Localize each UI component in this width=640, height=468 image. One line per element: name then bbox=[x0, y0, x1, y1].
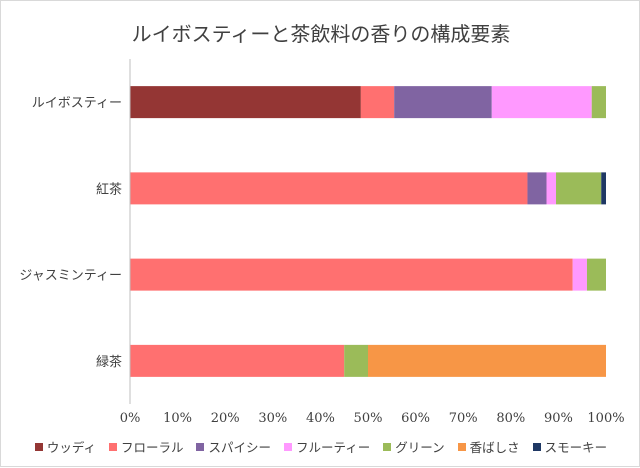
legend-item: 香ばしさ bbox=[457, 437, 520, 456]
legend-label: フルーティー bbox=[295, 440, 371, 455]
bar-segment bbox=[591, 86, 606, 119]
y-tick-label: ルイボスティー bbox=[32, 96, 122, 111]
bar-segment bbox=[586, 258, 606, 291]
legend-item: フローラル bbox=[108, 437, 184, 456]
y-tick-label: 紅茶 bbox=[96, 181, 122, 197]
bar-segment bbox=[601, 172, 606, 205]
x-axis-labels: 0% 10% 20% 30% 40% 50% 60% 70% 80% 90% 100% bbox=[120, 411, 625, 426]
legend-item: ウッディ bbox=[34, 437, 96, 456]
legend-label: ウッディ bbox=[46, 440, 96, 455]
y-tick-label: ジャスミンティー bbox=[19, 269, 122, 284]
legend-item: フルーティー bbox=[283, 437, 371, 456]
bar-segment bbox=[491, 86, 592, 119]
bar-segment bbox=[360, 86, 395, 119]
legend-label: グリーン bbox=[395, 440, 445, 455]
legend-label: スパイシー bbox=[208, 440, 271, 455]
bar-segment bbox=[130, 172, 528, 205]
chart-title: ルイボスティーと茶飲料の香りの構成要素 bbox=[132, 22, 511, 46]
bar-segment bbox=[344, 344, 368, 377]
legend-swatch bbox=[34, 442, 43, 451]
bar-segment bbox=[130, 344, 345, 377]
legend-item: スモーキー bbox=[532, 437, 608, 456]
x-tick-label: 20% bbox=[211, 411, 240, 426]
legend-label: 香ばしさ bbox=[469, 440, 520, 455]
legend-swatch bbox=[283, 442, 292, 451]
x-tick-label: 50% bbox=[354, 411, 383, 426]
legend-swatch bbox=[108, 442, 117, 451]
legend-swatch bbox=[532, 442, 541, 451]
bar-segment bbox=[556, 172, 602, 205]
bar-segment bbox=[572, 258, 587, 291]
legend-label: フローラル bbox=[120, 440, 184, 455]
bar-segment bbox=[546, 172, 557, 205]
legend-swatch bbox=[196, 442, 205, 451]
legend: ウッディ フローラル スパイシー フルーティー グリーン 香ばしさ スモーキー bbox=[1, 437, 640, 456]
legend-swatch bbox=[383, 442, 392, 451]
x-tick-label: 90% bbox=[544, 411, 573, 426]
bar-segment bbox=[394, 86, 492, 119]
x-tick-label: 10% bbox=[163, 411, 192, 426]
x-tick-label: 60% bbox=[401, 411, 430, 426]
x-tick-label: 0% bbox=[120, 411, 141, 426]
x-tick-label: 100% bbox=[587, 411, 624, 426]
x-tick-label: 30% bbox=[258, 411, 287, 426]
bar-segment bbox=[368, 344, 606, 377]
x-tick-label: 80% bbox=[496, 411, 525, 426]
legend-item: スパイシー bbox=[196, 437, 271, 456]
y-tick-label: 緑茶 bbox=[96, 354, 122, 370]
x-tick-label: 70% bbox=[449, 411, 478, 426]
bar-segment bbox=[527, 172, 547, 205]
legend-label: スモーキー bbox=[544, 440, 608, 455]
x-tick-label: 40% bbox=[306, 411, 335, 426]
legend-swatch bbox=[457, 442, 466, 451]
legend-item: グリーン bbox=[383, 437, 445, 456]
bar-segment bbox=[130, 258, 573, 291]
bars-group bbox=[130, 86, 606, 377]
bar-segment bbox=[130, 86, 361, 119]
